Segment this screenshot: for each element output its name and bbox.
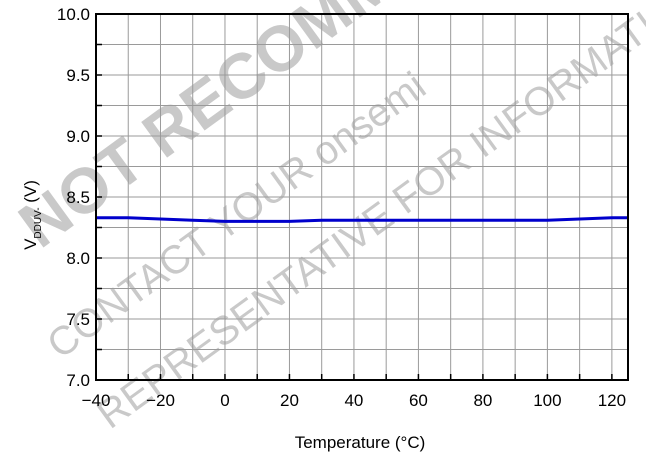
x-tick-label: 0 (220, 391, 229, 410)
y-tick-label: 10.0 (57, 5, 90, 24)
x-tick-label: 60 (409, 391, 428, 410)
y-tick-label: 8.5 (66, 188, 90, 207)
y-axis-title-subscript: DDUV- (33, 207, 44, 238)
grid (95, 14, 628, 380)
y-axis-title-unit: (V) (21, 180, 40, 207)
x-tick-label: 120 (598, 391, 626, 410)
x-tick-labels: −40 −20 0 20 40 60 80 100 120 (82, 391, 626, 410)
y-tick-label: 9.5 (66, 66, 90, 85)
x-tick-label: 40 (344, 391, 363, 410)
series-line (96, 216, 628, 223)
series-layer (96, 216, 628, 223)
x-tick-label: 20 (280, 391, 299, 410)
y-tick-labels: 7.0 7.5 8.0 8.5 9.0 9.5 10.0 (57, 5, 90, 390)
x-tick-label: 80 (473, 391, 492, 410)
x-tick-label: −40 (82, 391, 111, 410)
y-tick-label: 9.0 (66, 127, 90, 146)
x-tick-label: 100 (533, 391, 561, 410)
x-axis-title: Temperature (°C) (295, 433, 426, 452)
y-tick-label: 7.5 (66, 310, 90, 329)
y-tick-label: 7.0 (66, 371, 90, 390)
y-tick-label: 8.0 (66, 249, 90, 268)
tick-marks (95, 13, 613, 381)
y-axis-title: VDDUV- (V) (21, 180, 44, 250)
y-axis-title-symbol: V (21, 238, 40, 250)
x-tick-label: −20 (146, 391, 175, 410)
